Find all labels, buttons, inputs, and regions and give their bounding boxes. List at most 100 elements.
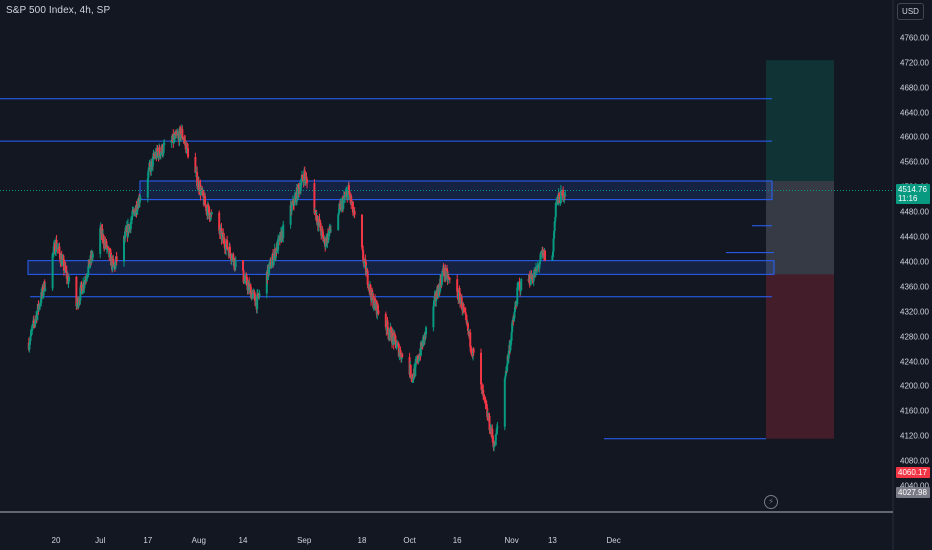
candle-body: [391, 332, 394, 344]
candle-body: [38, 305, 40, 310]
candle-body: [247, 284, 250, 291]
candle-body: [234, 260, 237, 268]
candle-body: [464, 311, 467, 313]
candle-body: [151, 156, 154, 167]
candle-body: [115, 256, 118, 262]
candle-body: [374, 298, 377, 303]
candle-body: [79, 287, 82, 301]
candle-body: [470, 348, 473, 353]
candle-body: [112, 258, 115, 263]
candle-body: [353, 210, 356, 215]
lightning-icon[interactable]: ⚡︎: [764, 495, 778, 509]
time-tick-label: Dec: [606, 536, 621, 545]
candle-body: [257, 296, 260, 298]
candle-body: [180, 134, 183, 139]
candle-body: [511, 320, 514, 324]
candle-body: [395, 346, 398, 349]
time-tick-label: 16: [452, 536, 462, 545]
candle-body: [316, 215, 319, 223]
candle-body: [300, 178, 303, 186]
candle-body: [297, 184, 300, 188]
candle-body: [551, 255, 554, 261]
candle-body: [52, 252, 55, 254]
symbol-title[interactable]: S&P 500 Index, 4h, SP: [6, 5, 111, 16]
candle-body: [529, 273, 532, 285]
candle-body: [327, 233, 330, 241]
candle-body: [371, 289, 374, 299]
price-tick-label: 4440.00: [900, 232, 929, 242]
candle-body: [277, 238, 280, 240]
candle-body: [270, 265, 273, 269]
candle-body: [293, 197, 296, 206]
candle-body: [86, 274, 89, 277]
price-tick-label: 4400.00: [900, 257, 929, 267]
candle-body: [459, 299, 462, 304]
candle-body: [324, 243, 327, 248]
candle-body: [482, 389, 485, 395]
candle-body: [162, 152, 165, 155]
candle-body: [277, 238, 280, 251]
candle-body: [506, 355, 509, 365]
candle-body: [34, 318, 37, 323]
candle-body: [39, 302, 42, 304]
candle-body: [30, 330, 33, 337]
red-price-label: 4060.17: [896, 467, 930, 478]
candle-body: [31, 327, 34, 330]
candle-body: [544, 250, 547, 261]
candle-body: [208, 212, 211, 220]
candle-body: [363, 261, 366, 264]
candle-body: [393, 334, 396, 336]
candle-body: [222, 232, 225, 240]
candle-body: [146, 178, 149, 198]
candle-body: [448, 278, 451, 280]
candle-body: [559, 202, 562, 204]
candle-body: [531, 276, 534, 281]
candle-body: [313, 183, 316, 214]
candle-body: [252, 292, 255, 295]
long-position-tool[interactable]: [766, 60, 834, 439]
candle-body: [442, 268, 445, 273]
candle-body: [171, 139, 174, 141]
candle-body: [245, 276, 248, 278]
candle-body: [289, 205, 292, 225]
candle-body: [160, 151, 163, 153]
candle-body: [268, 262, 271, 267]
candle-body: [337, 214, 340, 231]
candle-body: [410, 376, 413, 378]
candle-body: [519, 282, 522, 292]
currency-button[interactable]: USD: [897, 3, 924, 20]
candle-body: [536, 266, 539, 272]
candle-body: [446, 269, 448, 272]
candle-body: [202, 190, 205, 197]
candle-body: [483, 395, 486, 398]
candle-body: [376, 304, 379, 311]
candle-body: [221, 234, 224, 240]
candle-body: [223, 244, 226, 249]
candle-body: [299, 185, 302, 192]
candle-body: [465, 319, 468, 325]
candle-body: [510, 340, 513, 342]
candle-body: [274, 249, 277, 259]
candle-body: [516, 286, 519, 288]
candle-body: [28, 344, 31, 350]
candle-body: [344, 194, 347, 197]
candle-body: [67, 281, 70, 284]
candle-body: [170, 139, 173, 143]
price-tick-label: 4280.00: [900, 332, 929, 342]
candle-body: [161, 145, 164, 155]
candle-body: [179, 128, 182, 139]
candle-body: [350, 203, 353, 205]
candle-body: [491, 437, 494, 441]
candle-body: [337, 212, 340, 215]
candle-body: [196, 184, 199, 187]
candle-body: [480, 384, 483, 386]
candle-body: [494, 434, 497, 446]
candle-body: [39, 303, 42, 307]
candle-body: [112, 262, 115, 267]
candle-body: [244, 276, 247, 281]
candle-body: [447, 277, 450, 281]
candle-body: [206, 204, 209, 216]
candle-body: [397, 344, 400, 357]
candle-body: [554, 203, 557, 217]
